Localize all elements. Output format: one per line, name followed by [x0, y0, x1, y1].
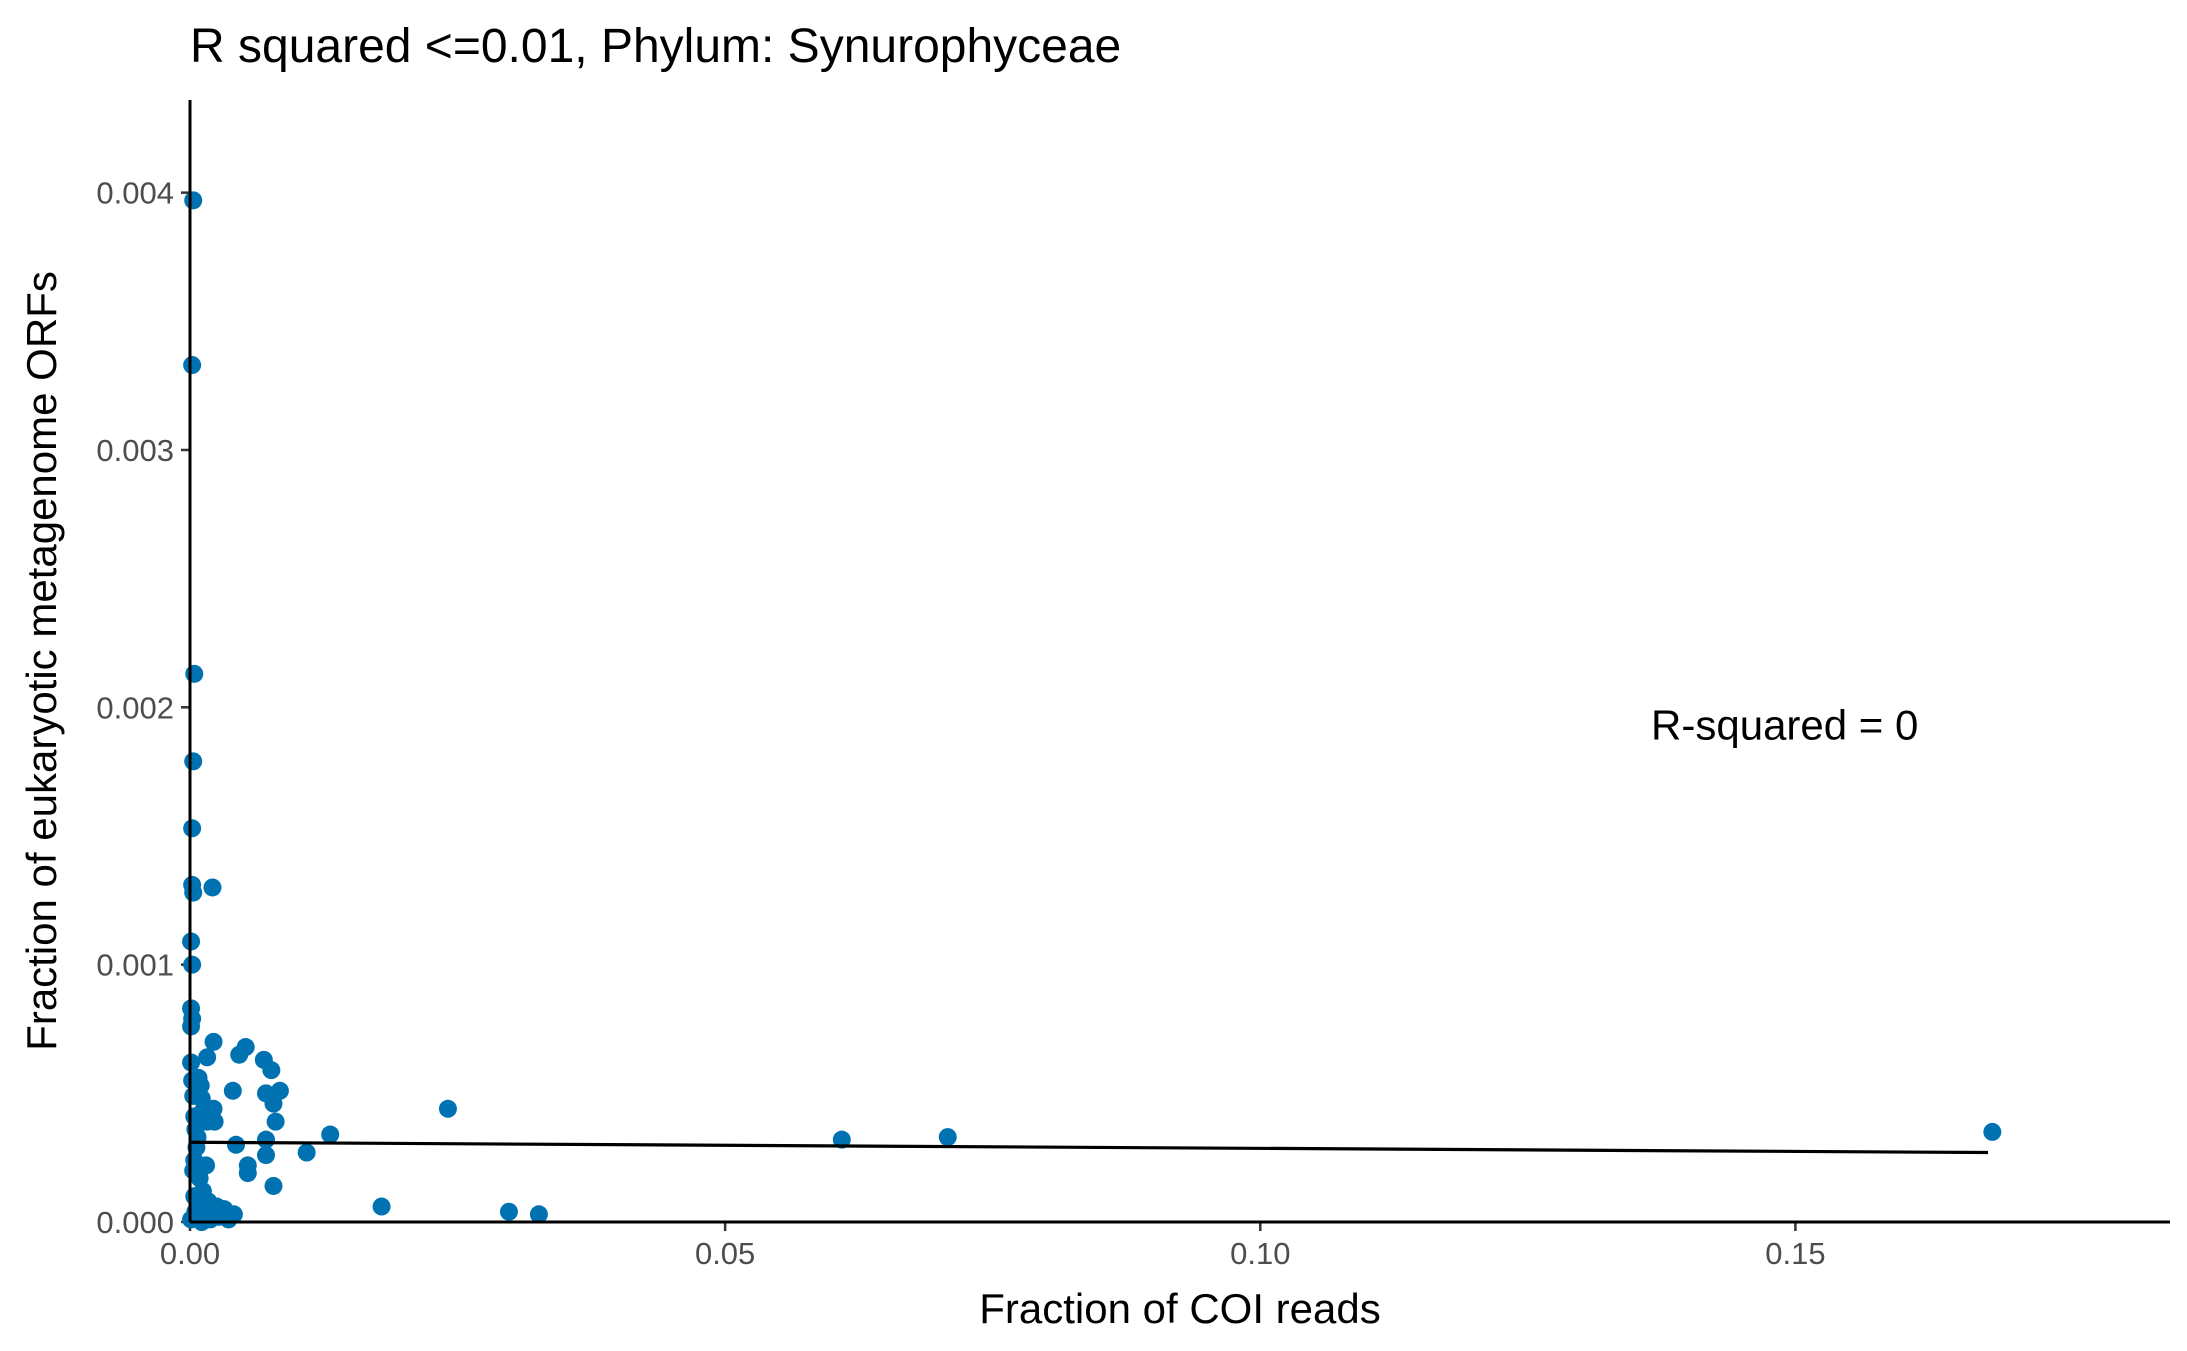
data-point: [256, 1130, 275, 1149]
data-point: [264, 1094, 283, 1113]
axis-ticks: 0.00 0.05 0.10 0.15 0.000 0.001 0.002 0.003 0.00…: [96, 176, 1825, 1271]
data-point: [372, 1197, 391, 1216]
y-tick-label: 0.003: [96, 433, 174, 468]
data-point: [227, 1135, 246, 1154]
y-axis-title: Fraction of eukaryotic metagenome ORFs: [18, 271, 65, 1051]
data-point: [219, 1210, 238, 1229]
data-point: [238, 1164, 257, 1183]
y-tick-label: 0.000: [96, 1205, 174, 1240]
data-points: [182, 191, 2002, 1231]
chart-title: R squared <=0.01, Phylum: Synurophyceae: [190, 20, 1121, 73]
data-point: [185, 664, 204, 683]
data-point: [183, 955, 202, 974]
data-point: [183, 356, 202, 375]
data-point: [938, 1128, 957, 1147]
data-point: [321, 1125, 340, 1144]
data-point: [264, 1176, 283, 1195]
fit-line: [189, 1140, 1989, 1155]
data-point: [256, 1146, 275, 1165]
data-point: [529, 1205, 548, 1224]
data-point: [297, 1143, 316, 1162]
x-tick-label: 0.00: [160, 1236, 220, 1271]
data-point: [438, 1099, 457, 1118]
data-point: [184, 191, 203, 210]
data-point: [499, 1202, 518, 1221]
x-tick-label: 0.10: [1230, 1236, 1290, 1271]
data-point: [266, 1112, 285, 1131]
data-point: [262, 1061, 281, 1080]
r-squared-annotation: R-squared = 0: [1651, 701, 1918, 748]
data-point: [832, 1130, 851, 1149]
data-point: [192, 1089, 211, 1108]
data-point: [184, 752, 203, 771]
data-point: [204, 1032, 223, 1051]
data-point: [223, 1081, 242, 1100]
data-point: [1983, 1122, 2002, 1141]
y-tick-label: 0.002: [96, 690, 174, 725]
x-tick-label: 0.15: [1765, 1236, 1825, 1271]
x-tick-label: 0.05: [695, 1236, 755, 1271]
y-tick-label: 0.004: [96, 176, 174, 211]
data-point: [183, 819, 202, 838]
x-axis-title: Fraction of COI reads: [979, 1285, 1380, 1332]
data-point: [198, 1048, 217, 1067]
data-point: [230, 1045, 249, 1064]
data-point: [203, 878, 222, 897]
data-point: [184, 883, 203, 902]
y-tick-label: 0.001: [96, 948, 174, 983]
